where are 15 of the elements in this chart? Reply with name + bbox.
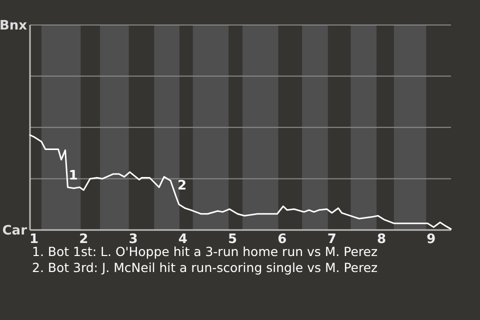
text: 2. Bot 3rd: J. McNeil hit a run-scoring single vs M. Perez [32,260,378,275]
x-tick-label: 4 [178,232,188,247]
x-tick-label: 5 [228,232,238,247]
text: 1. Bot 1st: L. O'Hoppe hit a 3-run home run vs M. Perez [32,244,378,259]
x-tick-label: 8 [376,232,386,247]
annotation: 2 [177,178,187,194]
x-tick-label: 9 [426,232,436,247]
x-tick-label: 7 [327,232,336,247]
x-tick-label: 1 [29,232,38,247]
text: Bnx [0,18,28,34]
text: Car [2,224,28,239]
x-tick-label: 2 [79,232,88,247]
x-tick-label: 6 [278,232,287,247]
x-tick-label: 3 [128,232,138,247]
annotation: 1 [68,168,78,184]
